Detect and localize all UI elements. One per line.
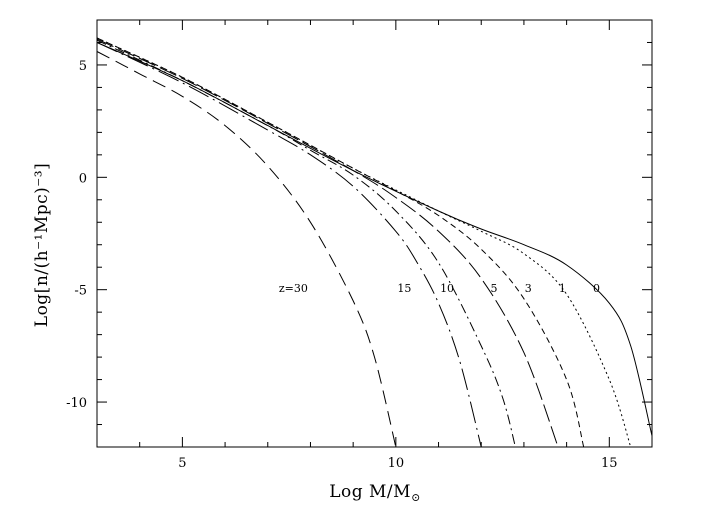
series-label: 0 <box>593 282 600 295</box>
series-label: 10 <box>440 282 454 295</box>
series-label: 5 <box>491 282 498 295</box>
y-tick-label: 0 <box>79 171 87 186</box>
series-label: z=30 <box>279 282 308 295</box>
series-line-0 <box>97 42 652 436</box>
plot-frame <box>96 19 653 448</box>
series-label: 3 <box>525 282 532 295</box>
series-curves <box>97 37 652 447</box>
x-axis-label: Log M/M⊙ <box>329 482 421 504</box>
series-label: 15 <box>397 282 411 295</box>
series-line-1 <box>97 37 632 447</box>
y-tick-label: -10 <box>66 396 87 411</box>
series-line-10 <box>97 39 516 447</box>
x-tick-label: 5 <box>178 456 186 471</box>
series-line-3 <box>97 37 585 447</box>
series-label: 1 <box>559 282 566 295</box>
x-tick-label: 10 <box>388 456 405 471</box>
y-tick-label: 5 <box>79 59 87 74</box>
axis-ticks <box>96 19 653 448</box>
y-axis-label: Log[n/(h⁻¹Mpc)⁻³] <box>32 163 52 327</box>
series-line-5 <box>97 38 559 447</box>
plot-border <box>96 19 653 448</box>
y-tick-label: -5 <box>74 284 87 299</box>
series-line-z-30 <box>97 51 397 447</box>
x-tick-label: 15 <box>601 456 618 471</box>
series-line-15 <box>97 42 482 447</box>
series-labels: z=30 15 10 5 3 1 0 <box>279 282 600 295</box>
